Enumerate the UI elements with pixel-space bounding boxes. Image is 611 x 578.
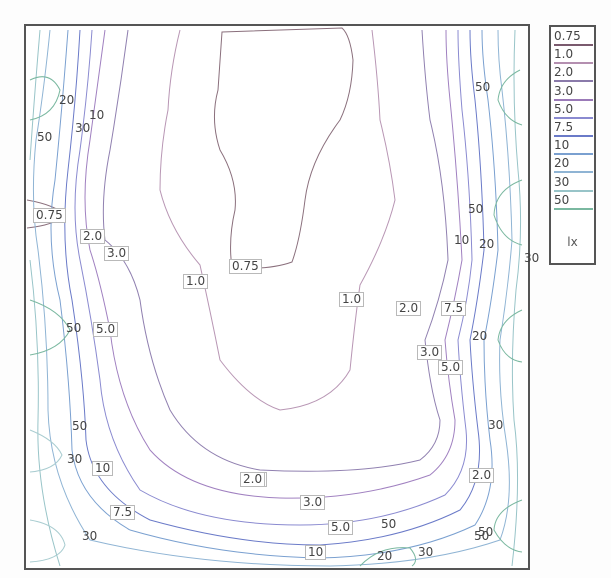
legend-swatch [554, 80, 593, 83]
contour-label: 50 [381, 517, 397, 531]
legend-label: 0.75 [554, 29, 581, 43]
contour-label: 5.0 [93, 322, 119, 337]
contour-label: 50 [474, 529, 490, 543]
contour-label: 1.0 [339, 292, 365, 307]
contour-label: 5.0 [328, 520, 354, 535]
plot-frame [24, 24, 530, 570]
contour-label: 2.0 [396, 301, 422, 316]
contour-label: 20 [377, 549, 393, 563]
legend-label: 5.0 [554, 101, 574, 116]
legend-swatch [554, 44, 593, 46]
contour-7.5 [64, 29, 485, 546]
legend-swatch [554, 207, 593, 210]
contour-label: 50 [72, 419, 88, 433]
contour-label: 7.5 [110, 505, 136, 520]
legend-item-3.0: 3.0 [554, 83, 593, 101]
contour-1.0 [159, 29, 396, 411]
contour-label: 10 [305, 545, 327, 560]
legend-item-0.75: 0.75 [554, 29, 593, 46]
legend-swatch [554, 135, 593, 137]
legend-swatch [554, 98, 593, 101]
contour-0.75-center [214, 27, 354, 269]
contour-label: 1.0 [183, 274, 209, 289]
legend-swatch [554, 62, 593, 65]
contour-label: 30 [418, 545, 434, 559]
contour-misc-left [29, 429, 66, 563]
contour-label: 2.0 [240, 472, 266, 487]
contour-label: 30 [524, 251, 540, 265]
legend-item-7.5: 7.5 [554, 120, 593, 137]
contour-label: 3.0 [104, 246, 130, 261]
legend-item-30: 30 [554, 174, 593, 192]
legend-item-5.0: 5.0 [554, 101, 593, 119]
contour-label: 5.0 [438, 360, 464, 375]
legend-item-20: 20 [554, 156, 593, 174]
contour-label: 30 [82, 529, 98, 543]
contour-label: 20 [479, 237, 495, 251]
contour-label: 50 [478, 525, 494, 539]
legend-swatch [554, 171, 593, 174]
contour-label: 50 [468, 202, 484, 216]
legend-label: 7.5 [554, 120, 574, 134]
contour-label: 0.75 [229, 259, 262, 274]
contour-label: 30 [67, 452, 83, 466]
contour-label: 3.0 [417, 345, 443, 360]
legend-label: 2.0 [554, 65, 574, 80]
contour-label: 10 [92, 461, 114, 476]
legend-item-1.0: 1.0 [554, 47, 593, 65]
legend-label: 50 [554, 192, 570, 207]
legend-swatch [554, 189, 593, 192]
contour-label: 30 [75, 121, 91, 135]
contour-label: 50 [475, 80, 491, 94]
contour-50 [29, 69, 523, 567]
contour-label: 50 [37, 130, 53, 144]
legend-label: 20 [554, 156, 570, 171]
legend-label: 30 [554, 174, 570, 189]
legend-item-50: 50 [554, 192, 593, 210]
contour-label: 7.5 [441, 301, 467, 316]
contour-label: 2.0 [80, 229, 106, 244]
legend: 0.75 1.0 2.0 3.0 5.0 7.5 10 20 30 50 lx [549, 25, 596, 265]
contour-label: 10 [89, 108, 105, 122]
contour-label: 3.0 [300, 495, 326, 510]
legend-swatch [554, 116, 593, 119]
contour-label: 20 [472, 329, 488, 343]
legend-label: 10 [554, 138, 570, 153]
contour-2.0 [102, 29, 449, 472]
contour-label: 2.0 [469, 468, 495, 483]
legend-label: 3.0 [554, 83, 574, 98]
legend-item-2.0: 2.0 [554, 65, 593, 83]
contour-label: 20 [59, 93, 75, 107]
legend-swatch [554, 153, 593, 156]
legend-item-10: 10 [554, 138, 593, 156]
contour-label: 50 [66, 321, 82, 335]
contour-10 [50, 29, 499, 559]
legend-label: 1.0 [554, 47, 574, 62]
contour-20 [32, 29, 513, 567]
contour-label: 30 [488, 418, 504, 432]
contour-label: 10 [454, 233, 470, 247]
legend-unit: lx [567, 235, 578, 249]
contour-label: 0.75 [33, 208, 66, 223]
contour-30 [29, 29, 522, 567]
